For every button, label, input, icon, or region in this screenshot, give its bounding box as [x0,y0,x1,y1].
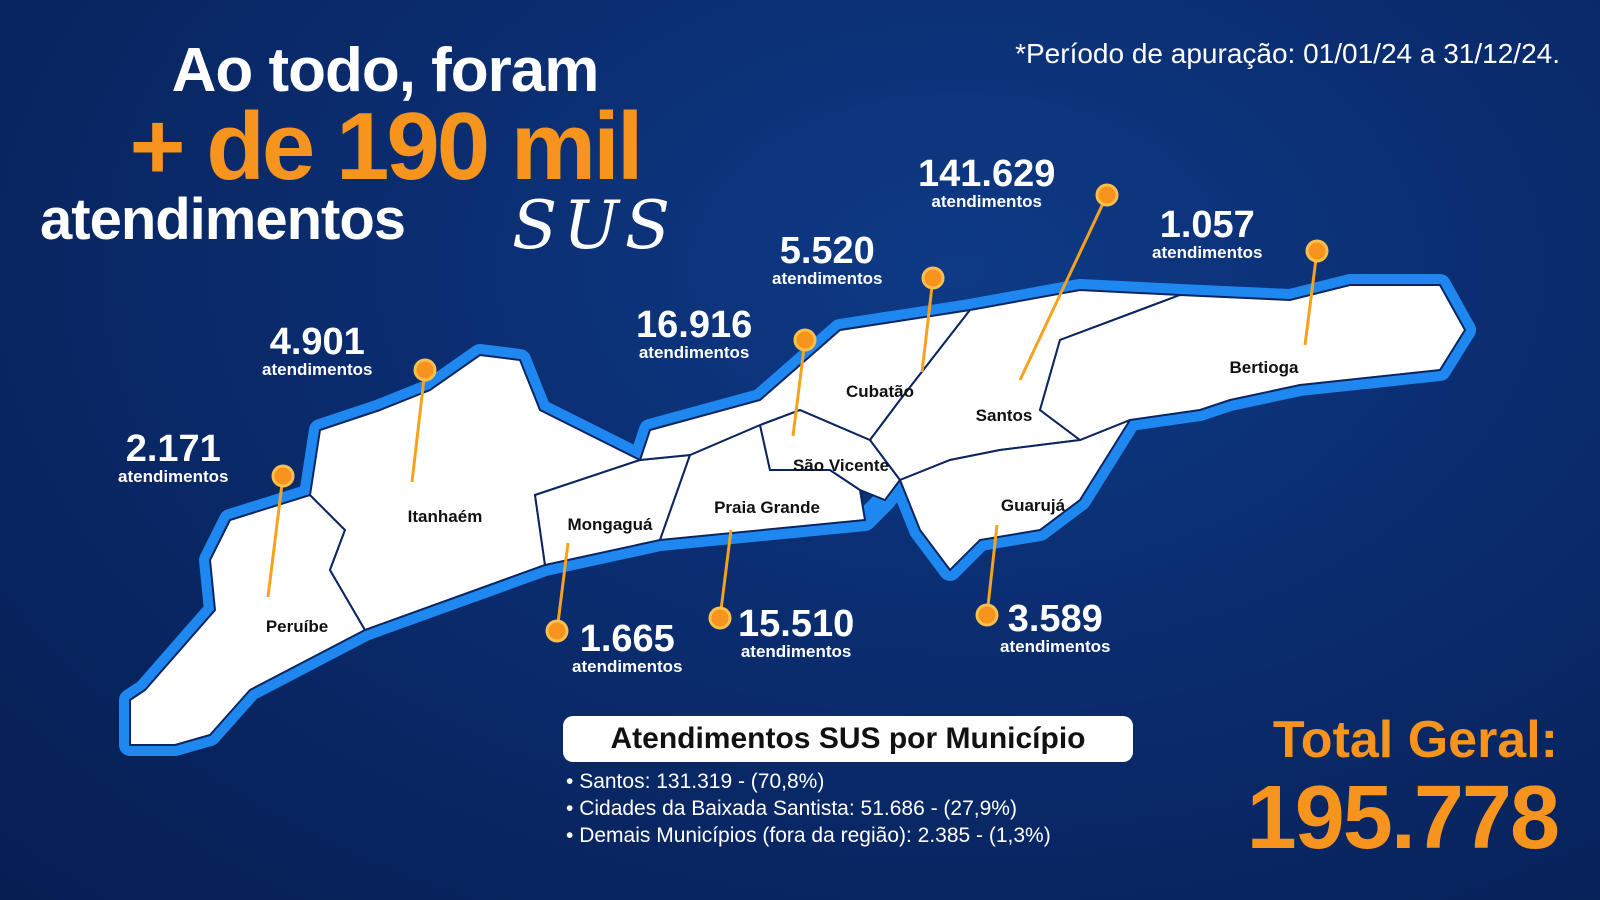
pins [266,183,1329,643]
map-label-praia-grande: Praia Grande [714,498,820,517]
unit: atendimentos [740,642,852,661]
callout-cubatao: 5.520 atendimentos [772,232,883,287]
municipality-bertioga[interactable] [1038,284,1467,442]
legend-title: Atendimentos SUS por Município [563,716,1133,762]
value: 15.510 [738,603,855,645]
pin-mongagua [545,619,569,643]
callout-itanhaem: 4.901 atendimentos [262,323,373,378]
map-label-cubatao: Cubatão [846,382,914,401]
legend-item: Demais Municípios (fora da região): 2.38… [566,822,1051,849]
value: 141.629 [918,153,1056,195]
callout-bertioga: 1.057 atendimentos [1152,206,1263,261]
unit: atendimentos [1000,637,1111,656]
pin-bertioga [1305,239,1329,263]
map-label-mongagua: Mongaguá [568,515,654,534]
value: 2.171 [125,428,221,470]
unit: atendimentos [262,360,373,379]
value: 4.901 [269,321,365,363]
callout-sao-vicente: 16.916 atendimentos [636,306,752,361]
value: 16.916 [636,304,753,346]
callout-praia-grande: 15.510 atendimentos [738,605,854,660]
callout-mongagua: 1.665 atendimentos [572,620,683,675]
headline-line1: Ao todo, foram [171,36,600,105]
map-label-itanhaem: Itanhaém [408,507,483,526]
map-label-bertioga: Bertioga [1230,358,1300,377]
map-label-santos: Santos [976,406,1033,425]
callout-santos: 141.629 atendimentos [918,155,1055,210]
pin-santos [1095,183,1119,207]
period-note: *Período de apuração: 01/01/24 a 31/12/2… [1015,38,1560,69]
callout-guaruja: 3.589 atendimentos [1000,600,1111,655]
pin-peruibe [271,464,295,488]
sus-logo: SUS [512,187,677,264]
pin-cubatao [921,266,945,290]
pin-guaruja [975,603,999,627]
unit: atendimentos [118,467,229,486]
pin-praia-grande [708,606,732,630]
value: 1.665 [579,618,675,660]
pin-sao-vicente [793,328,817,352]
headline-line3: atendimentos [40,187,406,252]
total-label: Total Geral: [1272,711,1558,769]
municipality-guaruja[interactable] [898,417,1133,572]
pin-itanhaem [413,358,437,382]
unit: atendimentos [572,657,683,676]
legend-item: Santos: 131.319 - (70,8%) [566,768,1051,795]
map-label-sao-vicente: São Vicente [793,456,889,475]
headline-highlight: + de 190 mil [129,93,644,200]
unit: atendimentos [638,343,750,362]
value: 5.520 [779,230,875,272]
total-value: 195.778 [1246,768,1560,868]
unit: atendimentos [772,269,883,288]
map-label-peruibe: Peruíbe [266,617,328,636]
map-label-guaruja: Guarujá [1001,496,1066,515]
legend-item: Cidades da Baixada Santista: 51.686 - (2… [566,795,1051,822]
unit: atendimentos [1152,243,1263,262]
unit: atendimentos [931,192,1042,211]
value: 1.057 [1159,204,1255,246]
value: 3.589 [1007,598,1103,640]
legend-list: Santos: 131.319 - (70,8%) Cidades da Bai… [566,768,1051,849]
callout-peruibe: 2.171 atendimentos [118,430,229,485]
